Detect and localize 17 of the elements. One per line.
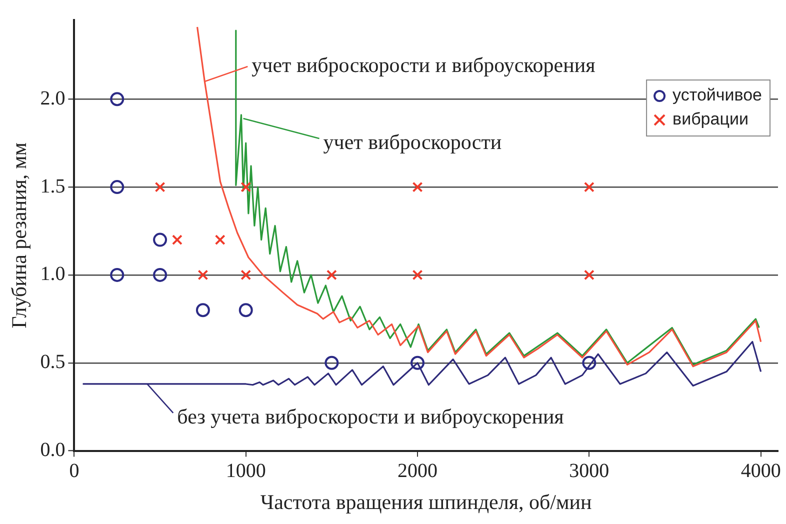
y-axis-title: Глубина резания, мм xyxy=(7,142,32,328)
x-axis-title: Частота вращения шпинделя, об/мин xyxy=(260,490,592,514)
y-tick-label: 1.0 xyxy=(40,263,66,286)
y-tick-label: 1.5 xyxy=(40,175,66,198)
annotation: без учета виброскорости и виброускорения xyxy=(177,404,564,428)
legend-label: устойчивое xyxy=(672,86,762,105)
x-tick-label: 1000 xyxy=(226,460,266,482)
y-tick-label: 0.5 xyxy=(40,351,66,374)
x-tick-label: 2000 xyxy=(398,460,438,482)
annotation: учет виброскорости и виброускорения xyxy=(252,53,596,78)
x-tick-label: 3000 xyxy=(569,460,610,482)
x-tick-label: 0 xyxy=(69,460,80,482)
y-tick-label: 2.0 xyxy=(40,87,66,110)
annotation: учет виброскорости xyxy=(323,130,502,154)
y-tick-label: 0.0 xyxy=(40,439,66,462)
x-tick-label: 4000 xyxy=(740,460,781,482)
legend-label: вибрации xyxy=(672,110,748,129)
